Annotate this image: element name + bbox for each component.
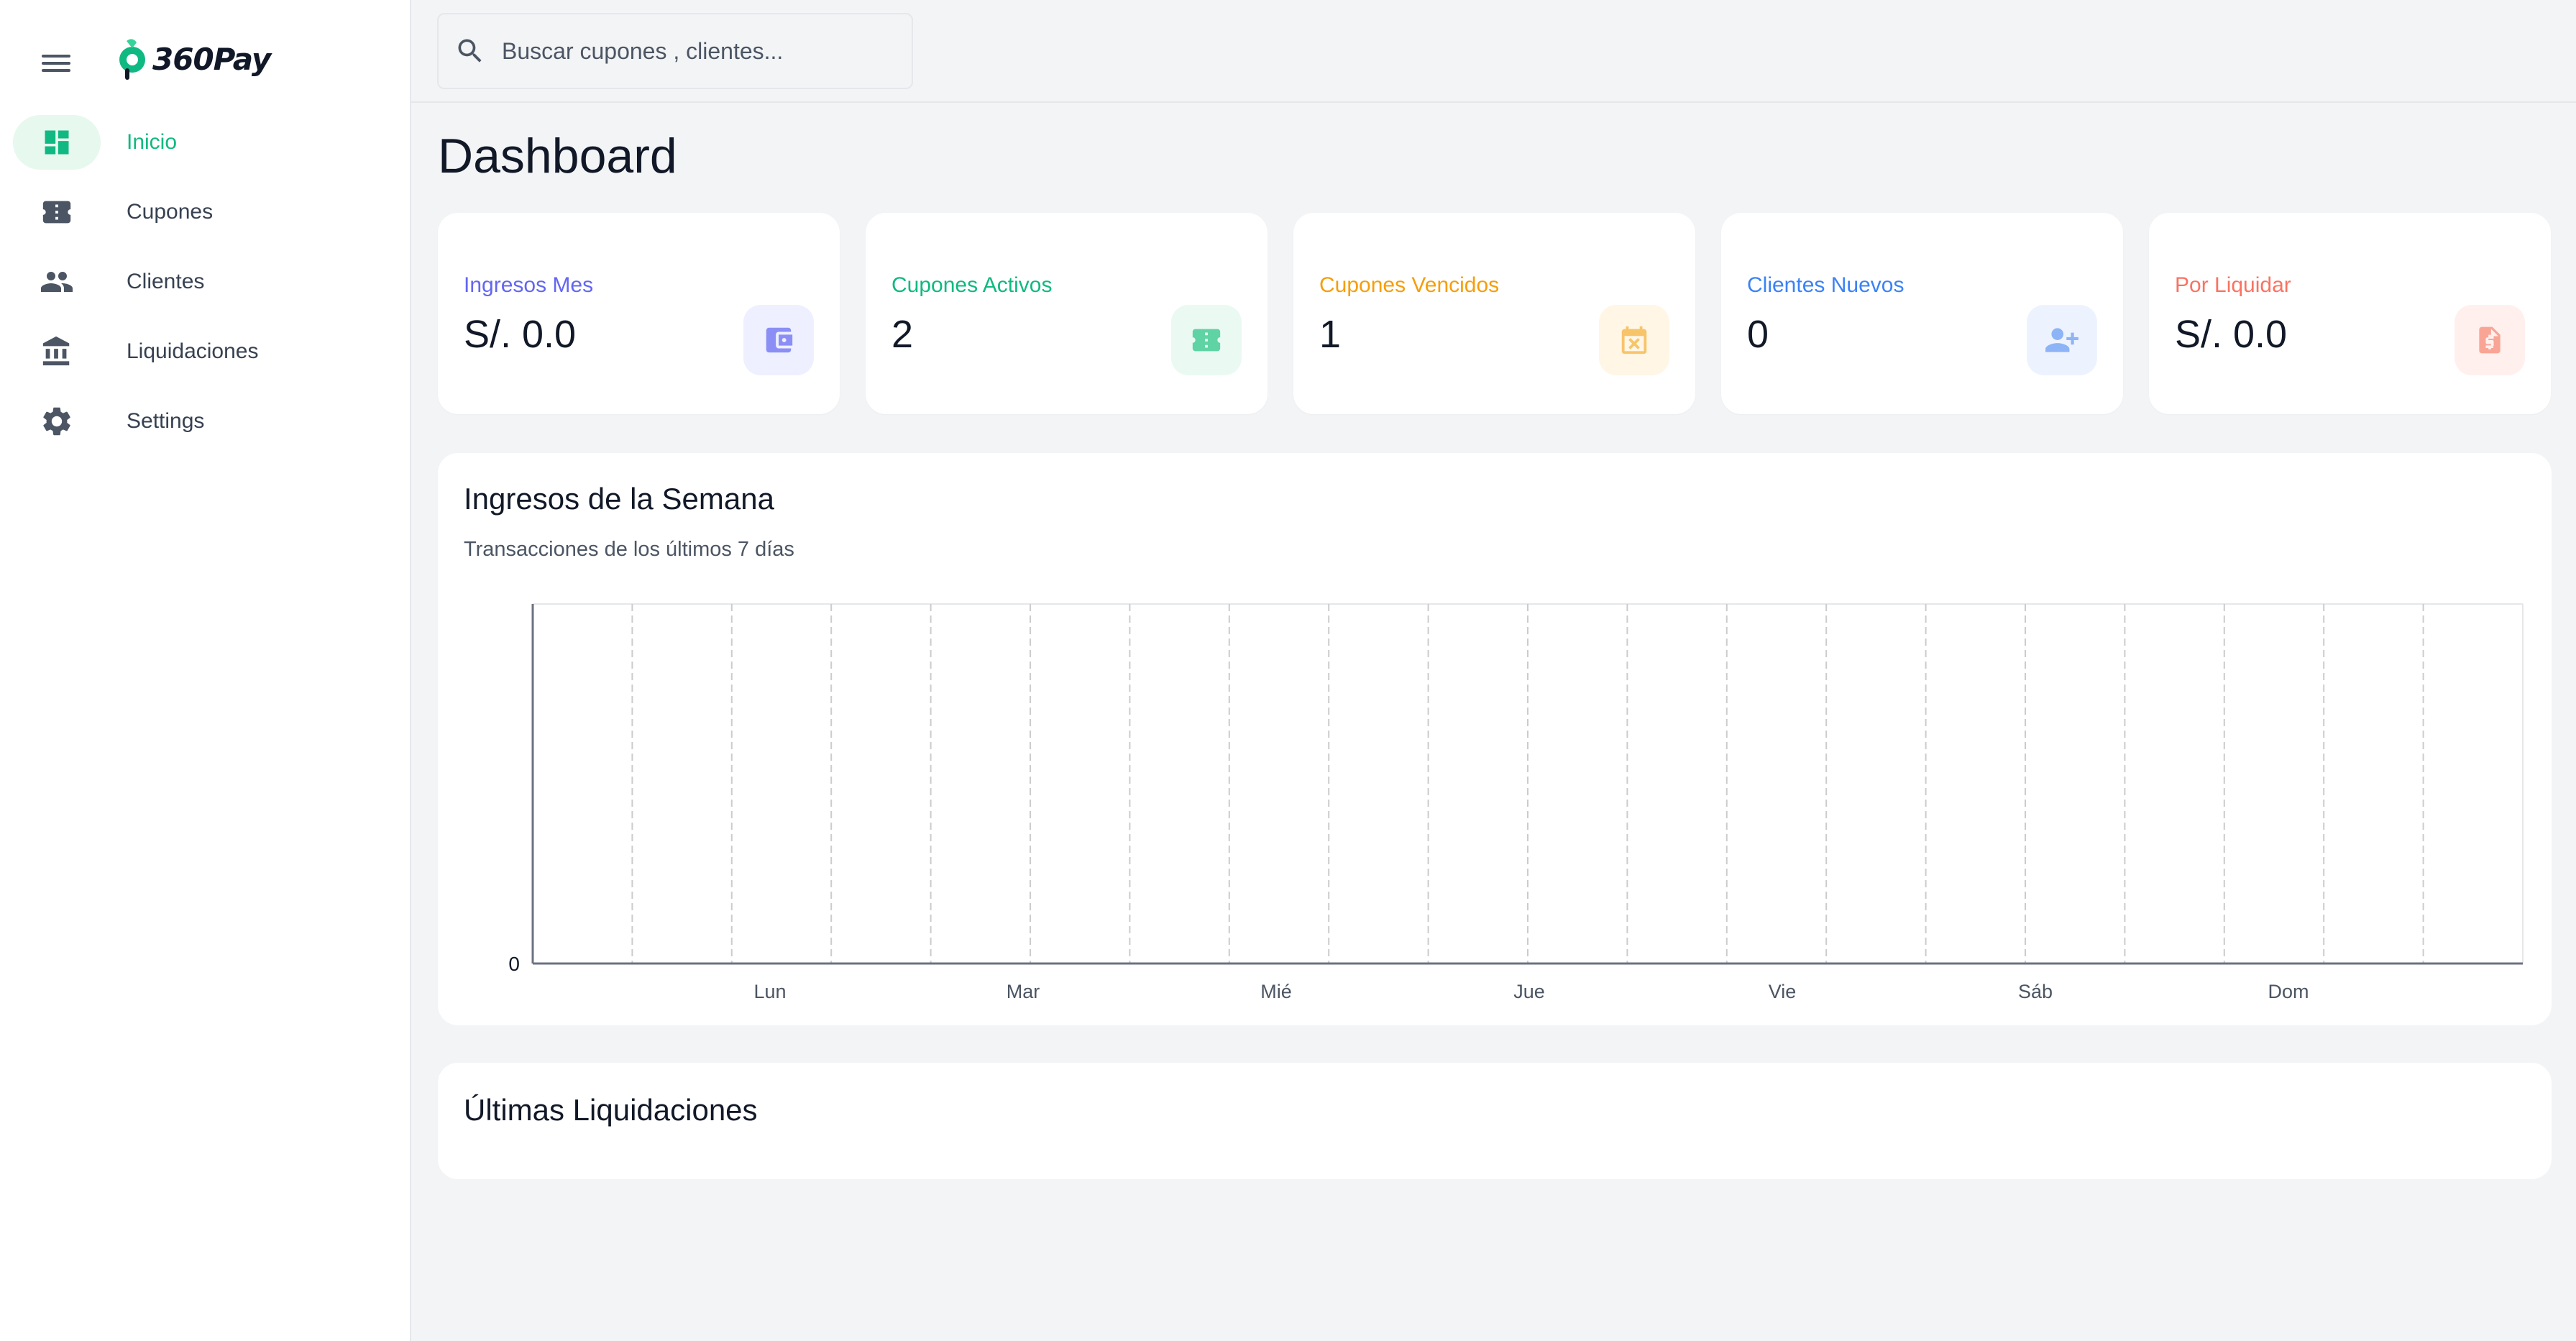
logo[interactable]: 360Pay	[116, 33, 271, 85]
x-tick-label: Mar	[1007, 981, 1040, 1002]
stats-row: Ingresos Mes S/. 0.0 Cupones Activos 2 C…	[438, 213, 2552, 414]
ticket-icon	[39, 194, 75, 230]
stat-value: S/. 0.0	[2175, 313, 2288, 356]
dashboard-icon	[39, 124, 75, 160]
calendar-x-icon	[1599, 305, 1669, 375]
stat-label: Por Liquidar	[2175, 273, 2291, 297]
people-icon	[39, 264, 75, 300]
x-tick-label: Jue	[1513, 981, 1545, 1002]
sidebar: 360Pay Inicio Cupones Clientes Liquidaci…	[0, 0, 411, 1341]
x-tick-label: Vie	[1769, 981, 1797, 1002]
sidebar-item-label: Settings	[127, 409, 205, 433]
stat-label: Ingresos Mes	[464, 273, 594, 297]
stat-value: 0	[1747, 313, 1769, 356]
sidebar-item-clientes[interactable]: Clientes	[13, 255, 398, 309]
brand-name: 360Pay	[152, 41, 271, 77]
bank-icon	[39, 334, 75, 370]
panel-title: Últimas Liquidaciones	[464, 1093, 758, 1127]
search-icon	[458, 39, 482, 63]
stat-card-cupones-vencidos: Cupones Vencidos 1	[1293, 213, 1695, 414]
person-add-icon	[2027, 305, 2097, 375]
x-tick-label: Sáb	[2018, 981, 2053, 1002]
stat-card-clientes-nuevos: Clientes Nuevos 0	[1721, 213, 2123, 414]
stat-label: Cupones Activos	[891, 273, 1053, 297]
sidebar-item-label: Cupones	[127, 200, 214, 224]
y-tick-label: 0	[508, 953, 520, 975]
sidebar-item-label: Inicio	[127, 130, 178, 154]
sidebar-item-liquidaciones[interactable]: Liquidaciones	[13, 324, 398, 379]
search-input[interactable]	[502, 37, 904, 65]
x-tick-label: Dom	[2268, 981, 2309, 1002]
wallet-icon	[743, 305, 814, 375]
x-tick-label: Mié	[1260, 981, 1292, 1002]
search-box[interactable]	[437, 13, 913, 89]
topbar	[411, 0, 2576, 103]
stat-card-cupones-activos: Cupones Activos 2	[866, 213, 1268, 414]
x-tick-label: Lun	[753, 981, 786, 1002]
stat-label: Cupones Vencidos	[1319, 273, 1500, 297]
sidebar-nav: Inicio Cupones Clientes Liquidaciones Se…	[13, 115, 398, 464]
stat-value: 1	[1319, 313, 1342, 356]
sidebar-item-cupones[interactable]: Cupones	[13, 185, 398, 239]
sidebar-item-label: Liquidaciones	[127, 339, 259, 363]
sidebar-item-label: Clientes	[127, 270, 205, 293]
weekly-income-chart: 0 Lun Mar Mié Jue Vie Sáb Dom	[508, 603, 2524, 1002]
stat-value: 2	[891, 313, 914, 356]
panel-title: Ingresos de la Semana	[464, 482, 774, 516]
invoice-dollar-icon	[2454, 305, 2525, 375]
sidebar-item-settings[interactable]: Settings	[13, 394, 398, 449]
menu-icon[interactable]	[37, 49, 75, 78]
gear-icon	[39, 403, 75, 439]
stat-card-por-liquidar: Por Liquidar S/. 0.0	[2149, 213, 2551, 414]
page-title: Dashboard	[438, 129, 677, 183]
latest-liquidaciones-panel: Últimas Liquidaciones	[438, 1063, 2552, 1179]
sidebar-item-inicio[interactable]: Inicio	[13, 115, 398, 170]
ticket-icon	[1171, 305, 1242, 375]
panel-subtitle: Transacciones de los últimos 7 días	[464, 538, 794, 561]
stat-card-ingresos: Ingresos Mes S/. 0.0	[438, 213, 840, 414]
weekly-income-panel: Ingresos de la Semana Transacciones de l…	[438, 453, 2552, 1025]
stat-value: S/. 0.0	[464, 313, 577, 356]
logo-mark-icon	[119, 39, 145, 80]
stat-label: Clientes Nuevos	[1747, 273, 1905, 297]
